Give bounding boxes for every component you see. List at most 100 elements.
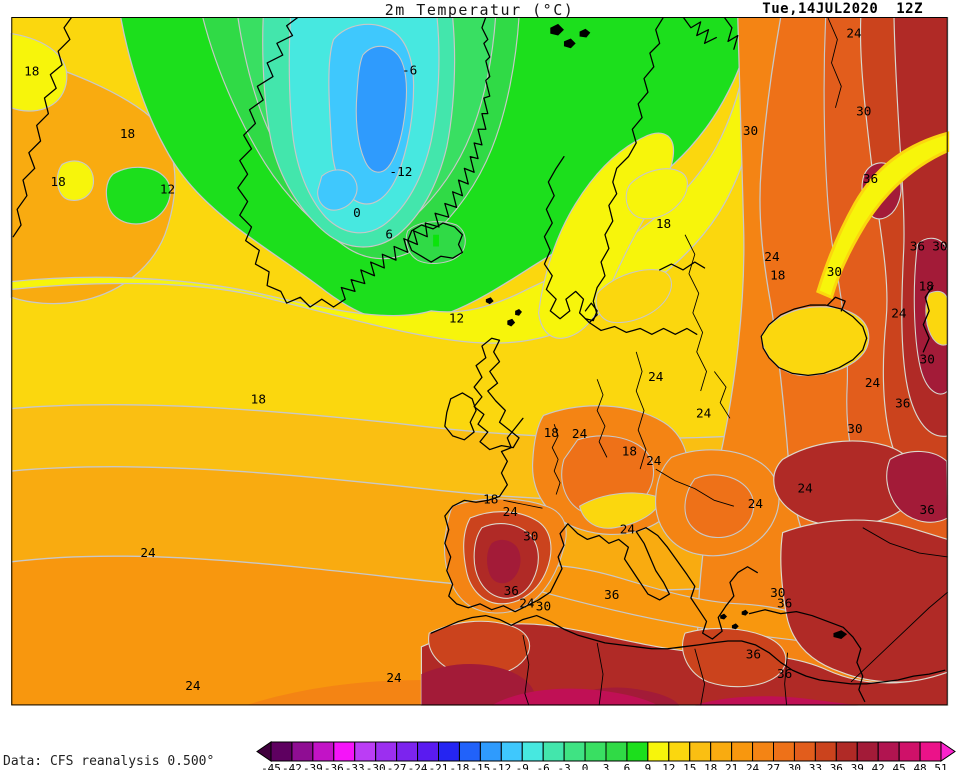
contour-label: 24 [140,545,156,560]
contour-label: 24 [648,369,664,384]
contour-label: 36 [863,171,878,186]
contour-label: 30 [523,528,538,543]
colorbar-tick-label: 12 [662,762,675,770]
islands [485,23,848,640]
colorbar-tick-label: 6 [624,762,631,770]
colorbar-above-max-arrow [940,741,956,762]
region-iceland [405,221,466,264]
colorbar-tick-label: 45 [893,762,906,770]
footer: Data: CFS reanalysis 0.500° (C) Wetterze… [0,722,959,770]
colorbar-tick-label: -33 [345,762,365,770]
coast-uk [473,337,520,451]
region-iberia [443,498,567,614]
contour-label: 24 [846,26,862,41]
credits: Data: CFS reanalysis 0.500° (C) Wetterze… [3,723,214,770]
contour-label: 30 [536,599,551,614]
temperature-map: 18 18 18 12 -6 -12 0 6 12 18 24 24 24 18 24 24 18 18 24 18 2… [0,17,959,722]
colorbar-tick-label: 0 [582,762,589,770]
colorbar-segment [438,741,460,762]
colorbar-segment [668,741,691,762]
contour-label: 30 [920,352,935,367]
coast-canada [12,17,73,238]
aegean-islands [720,609,749,630]
coast-caspian [922,284,934,353]
colorbar-segment [417,741,439,762]
colorbar-tick-label: -27 [387,762,407,770]
colorbar-segment [563,741,586,762]
region-greenland-icecap [262,17,456,248]
colorbar-tick-label: -36 [324,762,344,770]
coast-turkey-levant [748,609,866,703]
contour-label: 24 [572,426,588,441]
contour-label: 30 [847,421,862,436]
colorbar-segment [752,741,774,762]
colorbar-segment [647,741,670,762]
region-central-europe [532,405,780,557]
colorbar-segment [919,741,942,762]
colorbar-segment [270,741,293,762]
colorbar-tick-label: 24 [746,762,760,770]
coastlines [12,17,946,703]
colorbar-segment [877,741,900,762]
contour-label: 24 [646,453,662,468]
colorbar-segment [856,741,879,762]
map-title: 2m Temperatur (°C) [384,1,575,19]
colorbar-tick-label: -9 [516,762,529,770]
contour-label: 36 [920,502,935,517]
colorbar-segment [291,741,314,762]
colorbar-below-min-arrow [256,741,272,762]
coast-black-sea [760,304,868,376]
contour-label: 18 [656,216,671,231]
contour-label: 18 [24,64,39,79]
colorbar-tick-label: 36 [830,762,843,770]
colorbar-tick-label: -3 [558,762,571,770]
contour-label: 36 [777,666,792,681]
colorbar-segment [626,741,649,762]
svalbard-islands [550,23,591,49]
cyprus-island [833,630,848,640]
region-anatolia-mideast [773,440,949,683]
contour-label: 24 [865,375,881,390]
contour-label: 36 [604,587,619,602]
contour-label: 36 [746,647,761,662]
colorbar-tick-label: -45 [261,762,281,770]
contour-label: 30 [932,238,947,253]
colorbar-tick-label: -15 [470,762,490,770]
contour-label: 18 [120,126,135,141]
contour-label: 24 [185,678,201,693]
contour-label: 24 [386,670,402,685]
temperature-colorbar: -45 -42 -39 -36 -33 -30 -27 -24 -21 -18 -15 -12 -9 -6… [256,741,956,770]
contour-label: 36 [910,238,925,253]
colorbar-tick-label: 48 [913,762,926,770]
credit-data-source: Data: CFS reanalysis 0.500° [3,754,215,769]
contour-label: 36 [895,396,910,411]
contour-label: 24 [748,496,764,511]
colorbar-segment [396,741,419,762]
contour-label: 18 [51,174,66,189]
contour-label: 18 [622,443,637,458]
colorbar-tick-label: -30 [366,762,386,770]
colorbar-segment [773,741,795,762]
contour-label: 18 [251,392,266,407]
colorbar-segment [354,741,377,762]
colorbar-segment [731,741,754,762]
colorbar-tick-label: 42 [872,762,885,770]
faroe-islands [485,297,494,305]
colorbar-segment [542,741,565,762]
contour-label: 36 [777,596,792,611]
contour-label: -12 [389,164,412,179]
contour-label: 18 [919,278,934,293]
contour-label: 30 [856,104,871,119]
colorbar-tick-label: 33 [809,762,822,770]
contour-label: 24 [891,306,907,321]
colorbar-segment [458,741,481,762]
colorbar-segment [689,741,712,762]
contour-label: 36 [504,583,519,598]
colorbar-segment [835,741,858,762]
contour-label: 0 [353,205,361,220]
contour-label: 18 [770,268,785,283]
coast-scandinavia [543,17,665,324]
colorbar-tick-label: 3 [603,762,610,770]
colorbar-tick-label: -39 [303,762,323,770]
contour-label: 18 [483,491,498,506]
